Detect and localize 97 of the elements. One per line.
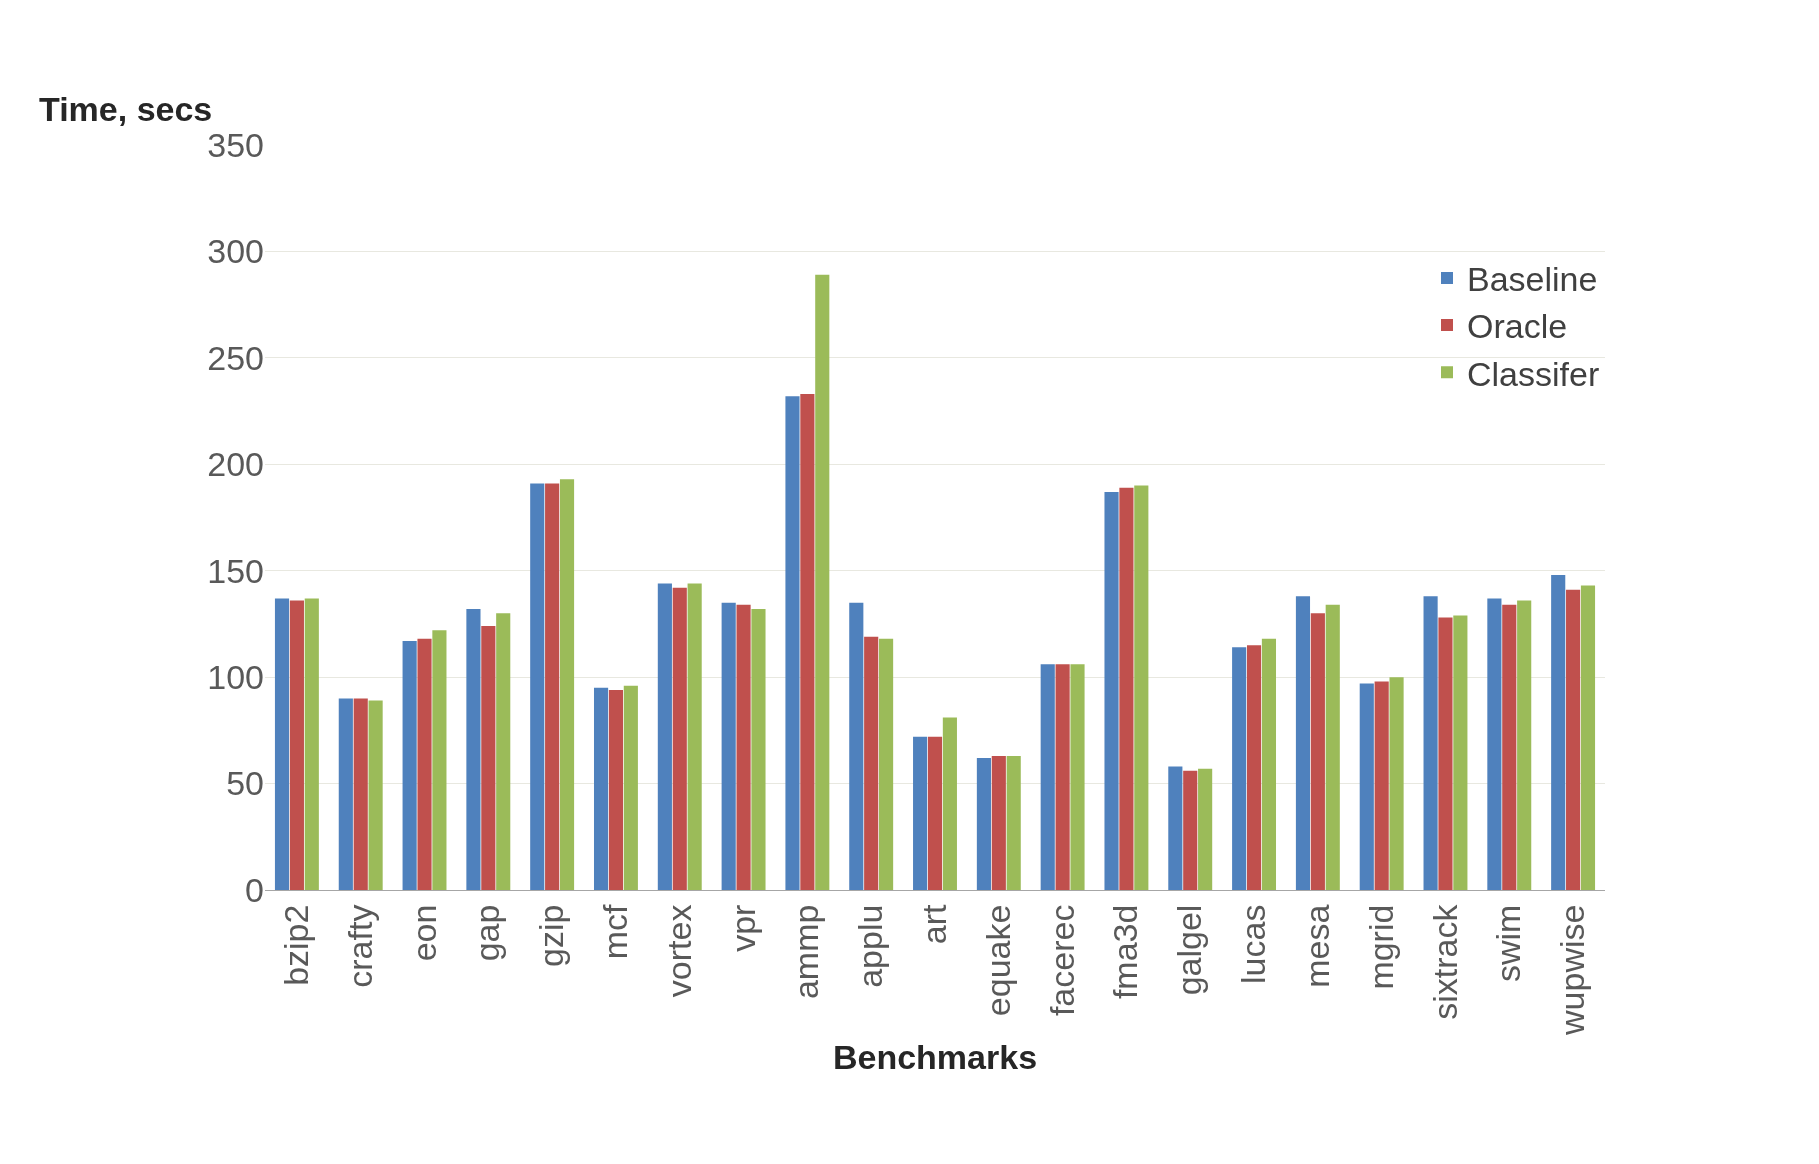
- bar: [942, 717, 957, 890]
- bar: [1389, 677, 1404, 890]
- bar: [1374, 681, 1389, 890]
- bar: [815, 274, 830, 890]
- bar: [1359, 683, 1374, 890]
- bar: [1423, 596, 1438, 890]
- bar: [1183, 770, 1198, 890]
- bar: [608, 689, 624, 890]
- bar: [1566, 589, 1581, 890]
- bar: [1502, 604, 1517, 890]
- x-tick-label: bzip2: [276, 904, 315, 986]
- bar: [1168, 766, 1183, 890]
- x-tick-label: eon: [404, 904, 443, 962]
- y-tick-label: 300: [207, 232, 264, 271]
- bar: [559, 479, 575, 890]
- x-tick-label: wupwise: [1553, 904, 1592, 1036]
- x-tick-label: applu: [851, 904, 890, 988]
- bar: [1040, 664, 1055, 890]
- bar: [1580, 585, 1596, 890]
- x-tick-label: gzip: [532, 904, 571, 967]
- bar: [849, 602, 864, 890]
- bar: [1198, 768, 1213, 890]
- bar: [1070, 664, 1085, 890]
- bar: [785, 396, 800, 890]
- bar: [1517, 600, 1532, 890]
- y-tick-label: 350: [207, 125, 264, 164]
- y-axis-title: Time, secs: [39, 90, 213, 128]
- y-tick-label: 250: [207, 338, 264, 377]
- bar: [1119, 487, 1134, 890]
- bar: [1261, 638, 1277, 890]
- bar: [1006, 755, 1021, 890]
- bar: [353, 698, 368, 890]
- bar: [304, 598, 319, 890]
- x-tick-label: fma3d: [1106, 904, 1145, 1000]
- x-tick-label: vortex: [659, 904, 698, 998]
- bar: [481, 626, 496, 890]
- bar: [545, 483, 560, 890]
- y-tick-label: 0: [245, 870, 264, 909]
- bar: [1438, 617, 1453, 890]
- x-tick-label: gap: [468, 904, 507, 962]
- x-tick-label: galgel: [1170, 904, 1209, 996]
- legend-label: Baseline: [1467, 260, 1598, 299]
- bar: [721, 602, 736, 890]
- bar: [1551, 574, 1566, 890]
- x-tick-label: crafty: [340, 904, 379, 988]
- bar: [530, 483, 545, 890]
- bar: [274, 598, 290, 890]
- bar: [1295, 596, 1311, 890]
- bar: [496, 613, 511, 890]
- bar: [338, 698, 353, 890]
- bar: [432, 630, 447, 890]
- x-tick-label: swim: [1489, 904, 1528, 983]
- bar: [402, 640, 417, 890]
- bar: [1055, 664, 1070, 890]
- bar: [466, 609, 481, 890]
- x-tick-label: lucas: [1234, 904, 1273, 984]
- bar: [751, 609, 766, 890]
- x-tick-label: mesa: [1297, 904, 1336, 988]
- bar: [1232, 647, 1247, 890]
- bar: [289, 600, 304, 890]
- y-tick-label: 100: [207, 658, 264, 697]
- bar: [864, 636, 879, 890]
- bar: [1310, 613, 1325, 890]
- legend-label: Oracle: [1467, 307, 1568, 346]
- bar: [657, 583, 672, 890]
- y-tick-label: 150: [207, 551, 264, 590]
- bar: [1325, 604, 1340, 890]
- bar: [593, 687, 609, 890]
- bar: [687, 583, 702, 890]
- bar: [913, 736, 928, 890]
- bar: [1453, 615, 1468, 890]
- bar: [672, 587, 687, 890]
- x-tick-label: sixtrack: [1425, 903, 1464, 1020]
- bar: [417, 638, 432, 890]
- bar: [623, 685, 638, 890]
- x-axis-title: Benchmarks: [832, 1038, 1038, 1077]
- bar: [1246, 645, 1262, 890]
- bar: [927, 736, 943, 890]
- x-tick-label: mgrid: [1361, 904, 1400, 990]
- y-tick-label: 50: [226, 764, 264, 803]
- bar: [1134, 485, 1149, 890]
- x-tick-label: mcf: [596, 904, 634, 960]
- bar: [1104, 491, 1119, 890]
- x-tick-label: equake: [978, 904, 1017, 1017]
- bar: [1487, 598, 1502, 890]
- y-tick-label: 200: [207, 445, 264, 484]
- x-tick-label: facerec: [1042, 904, 1081, 1017]
- bar: [368, 700, 383, 890]
- bar: [976, 758, 991, 890]
- x-tick-label: vpr: [723, 904, 762, 952]
- x-tick-label: art: [915, 904, 954, 945]
- bar: [991, 755, 1006, 890]
- bar: [800, 394, 815, 890]
- bar: [879, 638, 894, 890]
- bar: [736, 604, 751, 890]
- legend-label: Classifer: [1467, 354, 1600, 393]
- x-tick-label: ammp: [787, 904, 826, 1000]
